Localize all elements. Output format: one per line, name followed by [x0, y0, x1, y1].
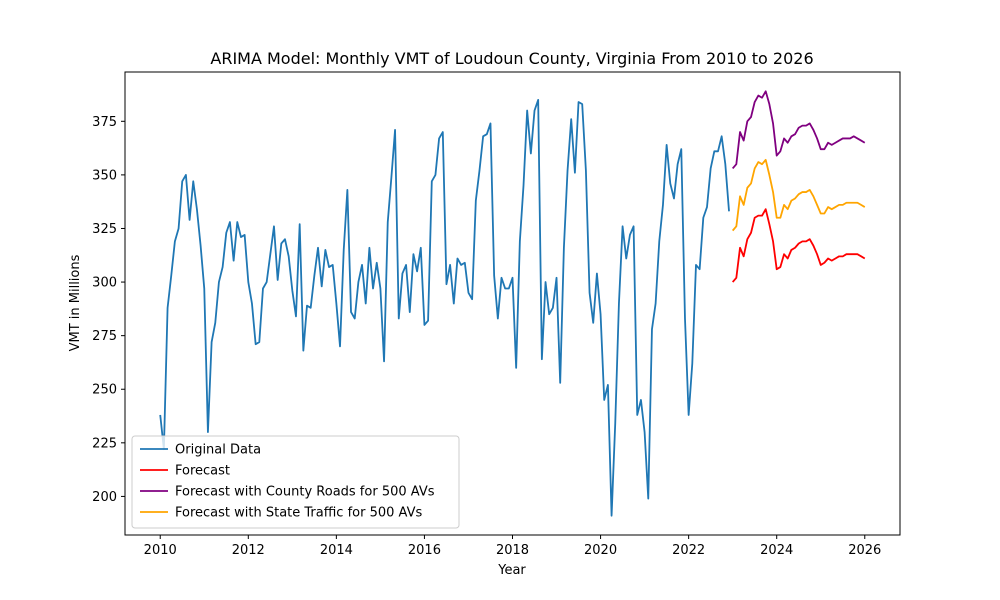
y-tick-label: 200	[92, 490, 117, 505]
legend-entry-0: Original Data	[175, 443, 261, 458]
x-axis-label: Year	[497, 563, 526, 578]
y-tick-label: 325	[92, 222, 117, 237]
x-tick-label: 2026	[848, 543, 881, 558]
series-line-2	[731, 90, 866, 170]
y-tick-label: 225	[92, 436, 117, 451]
x-tick-label: 2022	[672, 543, 705, 558]
legend-entry-3: Forecast with State Traffic for 500 AVs	[175, 506, 422, 521]
y-tick-label: 250	[92, 383, 117, 398]
y-axis-label: VMT in Millions	[68, 254, 83, 351]
legend-box	[131, 435, 460, 529]
x-tick-label: 2016	[408, 543, 441, 558]
x-axis-ticks: 2010 2012 2014 2016 2018 2020 2022 2024 2026	[144, 535, 881, 558]
legend-entry-2: Forecast with County Roads for 500 AVs	[175, 485, 435, 500]
x-tick-label: 2012	[232, 543, 265, 558]
x-tick-label: 2024	[760, 543, 793, 558]
legend: Original Data Forecast Forecast with Count…	[131, 435, 460, 529]
series-line-3	[731, 158, 866, 232]
chart-title: ARIMA Model: Monthly VMT of Loudoun Coun…	[210, 49, 813, 68]
y-tick-label: 375	[92, 115, 117, 130]
y-tick-label: 275	[92, 329, 117, 344]
series-line-0	[159, 98, 730, 517]
legend-entry-1: Forecast	[175, 464, 230, 479]
y-tick-label: 350	[92, 168, 117, 183]
series-layer	[159, 90, 866, 517]
y-tick-label: 300	[92, 276, 117, 291]
y-axis-ticks: 200 225 250 275 300 325 350 375	[92, 115, 125, 505]
series-line-1	[731, 208, 866, 283]
x-tick-label: 2010	[144, 543, 177, 558]
x-tick-label: 2018	[496, 543, 529, 558]
x-tick-label: 2020	[584, 543, 617, 558]
x-tick-label: 2014	[320, 543, 353, 558]
